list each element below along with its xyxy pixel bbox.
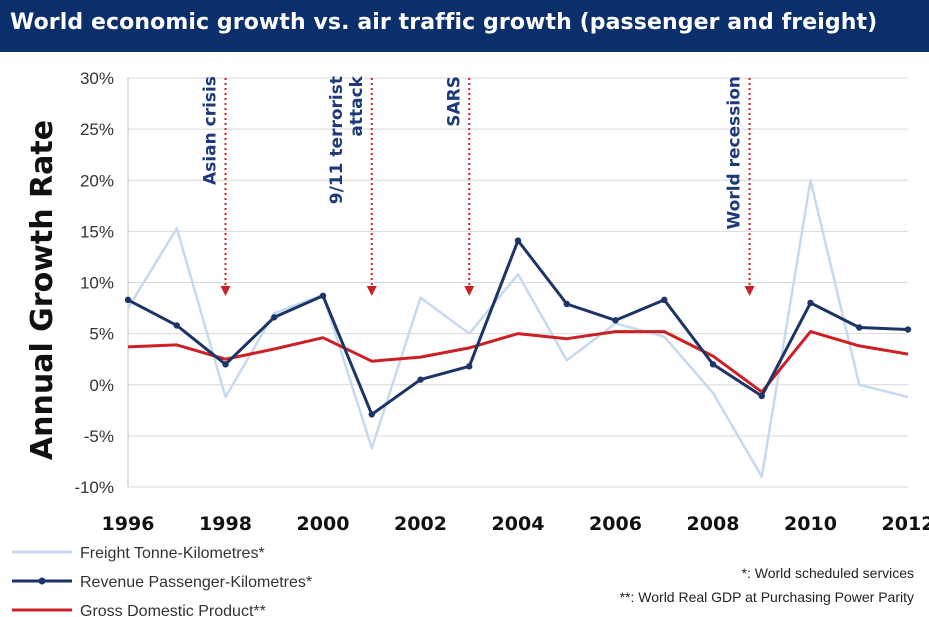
y-tick-label: -10% xyxy=(74,478,114,497)
annotations-layer: Asian crisis 9/11 terrorist attack SARS Worl… xyxy=(201,75,755,296)
x-tick-label: 2006 xyxy=(589,513,642,535)
event-label: World recession xyxy=(725,76,745,230)
data-point xyxy=(417,376,424,383)
x-axis: 1996 1998 2000 2002 2004 2006 2008 2010 2012 xyxy=(102,513,929,535)
data-point xyxy=(173,322,180,329)
y-axis: -10% -5% 0% 5% 10% 15% 20% 25% 30% xyxy=(74,69,114,497)
y-tick-label: -5% xyxy=(84,427,114,446)
data-point xyxy=(661,296,668,304)
y-tick-label: 20% xyxy=(80,171,114,190)
data-point xyxy=(514,237,522,244)
legend: Freight Tonne-Kilometres* Revenue Passeng… xyxy=(12,545,312,617)
series-line-freight-tonne-kilometres xyxy=(126,179,909,479)
data-point xyxy=(856,324,863,331)
event-arrowhead xyxy=(366,286,377,296)
footnote: **: World Real GDP at Purchasing Power P… xyxy=(620,589,914,605)
y-tick-label: 10% xyxy=(80,274,114,293)
legend-marker xyxy=(38,577,46,585)
data-point xyxy=(563,300,570,308)
x-tick-label: 2008 xyxy=(687,513,740,535)
event-arrowhead xyxy=(744,286,755,296)
event-arrowhead xyxy=(220,286,231,296)
data-point xyxy=(124,296,132,304)
data-point xyxy=(319,292,327,299)
data-point xyxy=(612,317,619,324)
data-point xyxy=(466,363,473,370)
data-point xyxy=(709,361,717,368)
event-label: SARS xyxy=(444,76,464,127)
grid-layer xyxy=(127,77,908,488)
y-tick-label: 25% xyxy=(80,120,114,139)
legend-label: Revenue Passenger-Kilometres* xyxy=(80,574,312,591)
y-tick-label: 15% xyxy=(80,222,114,241)
y-tick-label: 30% xyxy=(80,69,114,88)
data-point xyxy=(368,411,375,418)
data-point xyxy=(222,361,229,368)
legend-label: Freight Tonne-Kilometres* xyxy=(80,545,265,562)
y-tick-label: 5% xyxy=(89,325,114,344)
event-arrowhead xyxy=(464,286,475,296)
title-bar: World economic growth vs. air traffic gr… xyxy=(0,0,929,52)
series-line-gross-domestic-product xyxy=(127,330,909,394)
x-tick-label: 2004 xyxy=(492,513,545,535)
event-label: 9/11 terrorist xyxy=(327,76,347,204)
data-point xyxy=(904,326,912,333)
legend-label: Gross Domestic Product** xyxy=(80,603,266,617)
x-tick-label: 2012 xyxy=(882,513,929,535)
event-label: attack xyxy=(347,75,367,136)
x-tick-label: 2010 xyxy=(784,513,837,535)
series-line-revenue-passenger-kilometres xyxy=(127,239,909,416)
footnote: *: World scheduled services xyxy=(742,565,914,581)
series-layer xyxy=(124,179,912,479)
x-tick-label: 2000 xyxy=(297,513,350,535)
x-tick-label: 1998 xyxy=(199,513,252,535)
y-axis-title: Annual Growth Rate xyxy=(25,120,60,460)
data-point xyxy=(271,314,278,321)
data-point xyxy=(758,392,765,400)
data-point xyxy=(807,299,814,307)
x-tick-label: 2002 xyxy=(394,513,447,535)
y-tick-label: 0% xyxy=(89,376,114,395)
event-label: Asian crisis xyxy=(201,76,221,185)
footnotes: *: World scheduled services **: World Rea… xyxy=(620,565,914,605)
chart-title: World economic growth vs. air traffic gr… xyxy=(10,10,878,35)
x-tick-label: 1996 xyxy=(102,513,155,535)
